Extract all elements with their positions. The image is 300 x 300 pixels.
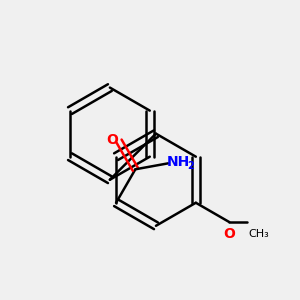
Text: NH: NH	[167, 155, 190, 169]
Text: O: O	[106, 133, 119, 147]
Text: O: O	[224, 227, 235, 241]
Text: CH₃: CH₃	[249, 229, 269, 239]
Text: 2: 2	[188, 161, 194, 171]
